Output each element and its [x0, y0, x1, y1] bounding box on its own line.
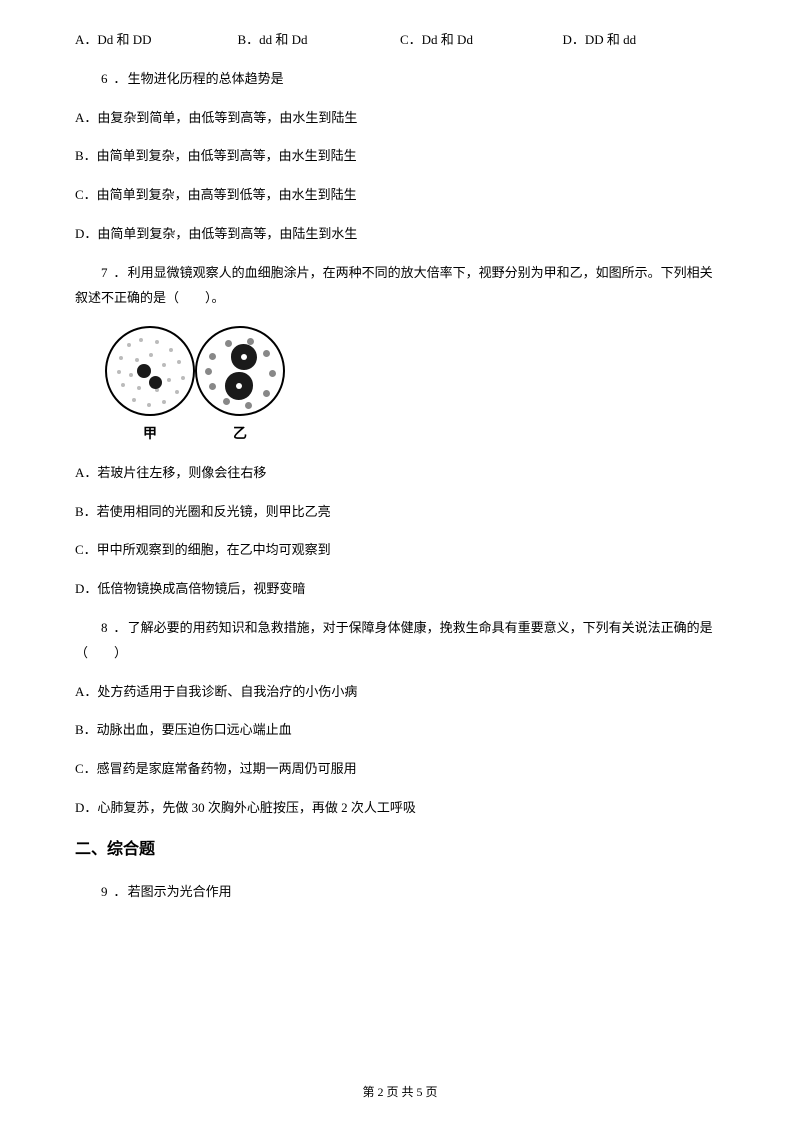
q5-option-b: B．dd 和 Dd	[238, 30, 401, 51]
microscope-views	[105, 326, 725, 416]
q7: 7 ．利用显微镜观察人的血细胞涂片，在两种不同的放大倍率下，视野分别为甲和乙，如…	[75, 263, 725, 600]
view-jia	[105, 326, 195, 416]
label-yi: 乙	[195, 422, 285, 444]
q5-option-a: A．Dd 和 DD	[75, 30, 238, 51]
q8-option-c: C．感冒药是家庭常备药物，过期一两周仍可服用	[75, 759, 725, 780]
q7-option-b: B．若使用相同的光圈和反光镜，则甲比乙亮	[75, 502, 725, 523]
q6: 6 ．生物进化历程的总体趋势是 A．由复杂到简单，由低等到高等，由水生到陆生 B…	[75, 69, 725, 245]
q5-option-c: C．Dd 和 Dd	[400, 30, 563, 51]
q6-stem: 6 ．生物进化历程的总体趋势是	[75, 69, 725, 90]
figure-labels: 甲 乙	[105, 422, 725, 444]
q9-stem: 9 ．若图示为光合作用	[75, 882, 725, 903]
q7-stem-a: 利用显微镜观察人的血细胞涂片，在两种不同的放大倍率下，视野分别为甲和乙，如图所示…	[128, 265, 713, 280]
q8-option-b: B．动脉出血，要压迫伤口远心端止血	[75, 720, 725, 741]
q8-stem-line1: 8 ．了解必要的用药知识和急救措施，对于保障身体健康，挽救生命具有重要意义，下列…	[75, 618, 725, 639]
q6-option-b: B．由简单到复杂，由低等到高等，由水生到陆生	[75, 146, 725, 167]
q6-option-d: D．由简单到复杂，由低等到高等，由陆生到水生	[75, 224, 725, 245]
q9-number: 9 ．	[101, 884, 128, 899]
page-footer: 第 2 页 共 5 页	[0, 1083, 800, 1102]
q7-option-c: C．甲中所观察到的细胞，在乙中均可观察到	[75, 540, 725, 561]
q8-stem-a: 了解必要的用药知识和急救措施，对于保障身体健康，挽救生命具有重要意义，下列有关说…	[128, 620, 713, 635]
q7-option-a: A．若玻片往左移，则像会往右移	[75, 463, 725, 484]
q8-option-a: A．处方药适用于自我诊断、自我治疗的小伤小病	[75, 682, 725, 703]
q6-option-a: A．由复杂到简单，由低等到高等，由水生到陆生	[75, 108, 725, 129]
section-2-heading: 二、综合题	[75, 837, 725, 863]
q6-stem-text: 生物进化历程的总体趋势是	[128, 71, 284, 86]
q6-number: 6 ．	[101, 71, 128, 86]
q8-stem-line2: （ ）	[75, 643, 725, 664]
q7-figure: 甲 乙	[105, 326, 725, 444]
q7-number: 7 ．	[101, 265, 128, 280]
q9-stem-text: 若图示为光合作用	[128, 884, 232, 899]
label-jia: 甲	[105, 422, 195, 444]
q7-stem-line1: 7 ．利用显微镜观察人的血细胞涂片，在两种不同的放大倍率下，视野分别为甲和乙，如…	[75, 263, 725, 284]
q5-option-d: D．DD 和 dd	[563, 30, 726, 51]
view-yi	[195, 326, 285, 416]
q6-option-c: C．由简单到复杂，由高等到低等，由水生到陆生	[75, 185, 725, 206]
q8-option-d: D．心肺复苏，先做 30 次胸外心脏按压，再做 2 次人工呼吸	[75, 798, 725, 819]
q8: 8 ．了解必要的用药知识和急救措施，对于保障身体健康，挽救生命具有重要意义，下列…	[75, 618, 725, 819]
q7-option-d: D．低倍物镜换成高倍物镜后，视野变暗	[75, 579, 725, 600]
q5-options: A．Dd 和 DD B．dd 和 Dd C．Dd 和 Dd D．DD 和 dd	[75, 30, 725, 51]
q9: 9 ．若图示为光合作用	[75, 882, 725, 903]
q8-number: 8 ．	[101, 620, 128, 635]
q7-stem-line2: 叙述不正确的是（ ）。	[75, 288, 725, 309]
